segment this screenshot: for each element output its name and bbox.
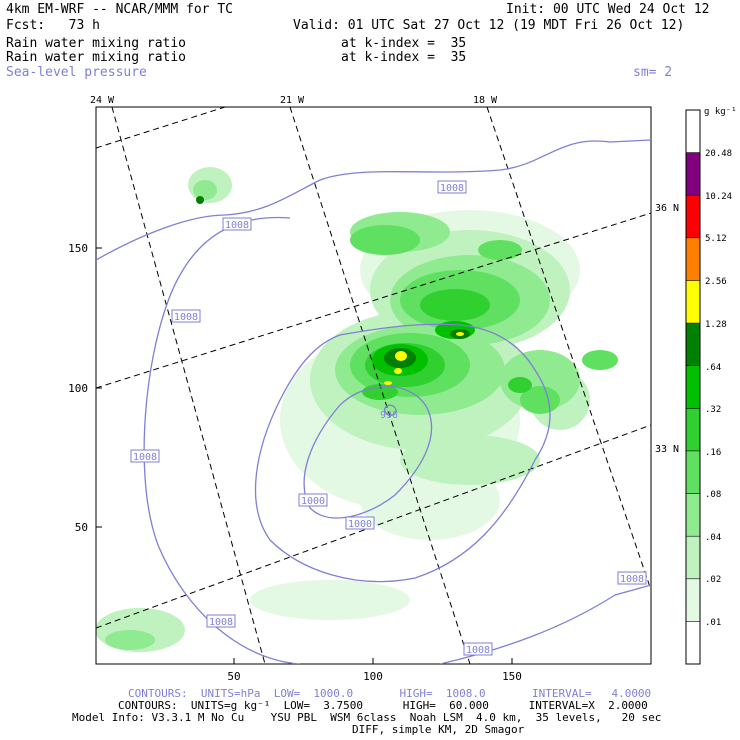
model-title: 4km EM-WRF -- NCAR/MMM for TC (6, 2, 233, 17)
longitude-labels: 24 W 21 W 18 W (90, 95, 498, 106)
isobar-label: 1008 (440, 183, 464, 194)
x-tick-label: 100 (363, 670, 383, 683)
colorbar-swatch (686, 323, 700, 367)
colorbar-swatch (686, 237, 700, 281)
colorbar-swatch (686, 450, 700, 494)
isobar-label: 996 (380, 410, 398, 421)
colorbar-label: 10.24 (705, 192, 732, 202)
colorbar-swatch (686, 621, 700, 665)
x-tick-label: 150 (502, 670, 522, 683)
lon-label: 18 W (473, 95, 498, 106)
colorbar-label: 1.28 (705, 320, 727, 330)
colorbar-label: .04 (705, 533, 721, 543)
isobar-label: 1008 (466, 645, 490, 656)
field-level-2: at k-index = 35 (341, 50, 467, 65)
lat-label: 36 N (655, 203, 679, 214)
isobar-label: 1008 (133, 452, 157, 463)
diff-info: DIFF, simple KM, 2D Smagor (352, 723, 525, 736)
colorbar-label: 2.56 (705, 277, 727, 287)
isobars (96, 139, 651, 664)
colorbar-swatch (686, 578, 700, 622)
colorbar-label: .02 (705, 575, 721, 585)
colorbar-label: .64 (705, 363, 721, 373)
axis-ticks (96, 247, 513, 664)
x-tick-label: 50 (227, 670, 240, 683)
colorbar-label: 20.48 (705, 149, 732, 159)
valid-time: Valid: 01 UTC Sat 27 Oct 12 (19 MDT Fri … (293, 18, 685, 33)
contours-info-pressure: CONTOURS: UNITS=hPa LOW= 1000.0 HIGH= 10… (128, 687, 652, 700)
field-name-3: Sea-level pressure (6, 65, 147, 80)
isobar-label: 1008 (209, 617, 233, 628)
latitude-labels: 36 N 33 N (655, 203, 679, 455)
colorbar-swatch (686, 110, 700, 154)
isobar-label: 1000 (301, 496, 325, 507)
axis-tick-labels: 50 100 150 150 100 50 (68, 242, 522, 683)
colorbar-swatch (686, 195, 700, 239)
colorbar-label: 5.12 (705, 234, 727, 244)
smoothing-label: sm= 2 (633, 65, 673, 80)
rain-shading (96, 167, 618, 652)
colorbar-swatch (686, 365, 700, 409)
colorbar-swatch (686, 280, 700, 324)
colorbar-label: .32 (705, 405, 721, 415)
isobar-label: 1008 (225, 220, 249, 231)
y-tick-label: 100 (68, 382, 88, 395)
colorbar-units: g kg⁻¹ (704, 107, 737, 117)
colorbar-swatch (686, 536, 700, 580)
colorbar: g kg⁻¹ 20.48 10.24 5.12 2.56 1.28 .64 .3… (685, 107, 737, 665)
lon-label: 24 W (90, 95, 115, 106)
contours-info-rain: CONTOURS: UNITS=g kg⁻¹ LOW= 3.7500 HIGH=… (118, 699, 648, 712)
colorbar-label: .01 (705, 618, 721, 628)
y-tick-label: 50 (75, 521, 88, 534)
init-time: Init: 00 UTC Wed 24 Oct 12 (506, 2, 710, 17)
isobar-label: 1000 (348, 519, 372, 530)
colorbar-swatch (686, 152, 700, 196)
colorbar-label: .08 (705, 490, 721, 500)
isobar-labels: 1008 1008 1008 1008 1008 1008 1008 1000 … (130, 180, 647, 656)
isobar-label: 1008 (620, 574, 644, 585)
lon-label: 21 W (280, 95, 305, 106)
field-name-2: Rain water mixing ratio (6, 50, 187, 65)
isobar-label: 1008 (174, 312, 198, 323)
colorbar-swatch (686, 408, 700, 452)
lat-label: 33 N (655, 444, 679, 455)
colorbar-swatch (686, 493, 700, 537)
model-info: Model Info: V3.3.1 M No Cu YSU PBL WSM 6… (72, 711, 662, 724)
colorbar-label: .16 (705, 448, 721, 458)
field-level-1: at k-index = 35 (341, 36, 467, 51)
y-tick-label: 150 (68, 242, 88, 255)
forecast-hour: Fcst: 73 h (6, 18, 100, 33)
field-name-1: Rain water mixing ratio (6, 36, 187, 51)
